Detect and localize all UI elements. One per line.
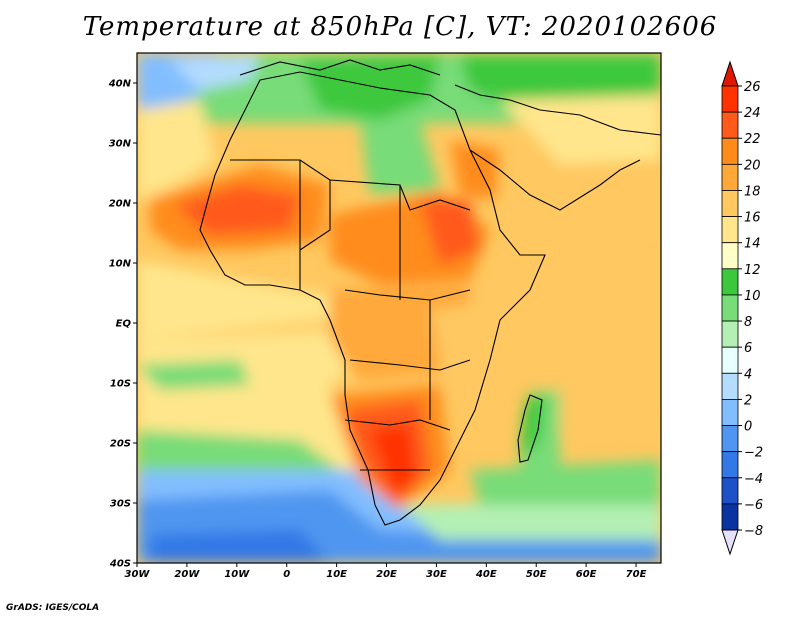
colorbar-segment bbox=[721, 294, 739, 322]
colorbar-segment bbox=[721, 216, 739, 244]
colorbar-label: −2 bbox=[744, 446, 763, 461]
lat-tick-label: 40N bbox=[108, 79, 132, 90]
colorbar-segment bbox=[721, 372, 739, 400]
colorbar-label: 20 bbox=[744, 158, 761, 173]
lon-tick-label: 30E bbox=[426, 569, 447, 580]
lon-tick-label: 20W bbox=[174, 569, 200, 580]
longitude-axis: 30W 20W 10W 0 10E 20E 30E 40E 50E 60E 70E bbox=[125, 563, 647, 580]
lon-tick-label: 40E bbox=[475, 569, 497, 580]
coastlines bbox=[199, 59, 661, 526]
colorbar-bottom-arrow bbox=[721, 529, 739, 556]
colorbar-label: 16 bbox=[744, 211, 761, 226]
colorbar-segment bbox=[721, 503, 739, 531]
lat-tick-label: 20S bbox=[110, 439, 131, 450]
colorbar-segment bbox=[721, 451, 739, 479]
lat-tick-label: 20N bbox=[109, 199, 132, 210]
colorbar-label: 0 bbox=[744, 420, 752, 435]
lon-tick-label: 50E bbox=[526, 569, 547, 580]
plot-frame bbox=[136, 52, 662, 564]
colorbar-label: 12 bbox=[744, 263, 761, 278]
colorbar-segment bbox=[721, 399, 739, 426]
colorbar-label: 18 bbox=[744, 184, 761, 199]
lon-tick-label: 10E bbox=[326, 569, 347, 580]
colorbar-segment bbox=[721, 242, 739, 270]
colorbar-segment bbox=[721, 163, 739, 191]
colorbar-label: −4 bbox=[744, 472, 763, 487]
lat-tick-label: 30S bbox=[110, 499, 131, 510]
lon-tick-label: 30W bbox=[125, 569, 151, 580]
colorbar-label: −8 bbox=[744, 524, 763, 539]
lon-tick-label: 60E bbox=[576, 569, 597, 580]
colorbar-label: 2 bbox=[744, 393, 752, 408]
colorbar-segment bbox=[721, 190, 739, 217]
colorbar-segment bbox=[721, 137, 739, 165]
colorbar-label: 24 bbox=[744, 106, 761, 121]
colorbar-segment bbox=[721, 477, 739, 505]
credit-text: GrADS: IGES/COLA bbox=[6, 603, 100, 613]
colorbar-label: 4 bbox=[744, 367, 752, 382]
lon-tick-label: 0 bbox=[283, 569, 290, 580]
colorbar-label: −6 bbox=[744, 498, 763, 513]
colorbar-segment bbox=[721, 111, 739, 139]
lon-tick-label: 10W bbox=[224, 569, 250, 580]
lon-tick-label: 20E bbox=[376, 569, 397, 580]
colorbar-label: 14 bbox=[744, 237, 761, 252]
lat-tick-label: 30N bbox=[109, 139, 132, 150]
colorbar-segment bbox=[721, 425, 739, 453]
colorbar-label: 8 bbox=[744, 315, 752, 330]
colorbar-segment bbox=[721, 268, 739, 296]
colorbar-label: 26 bbox=[744, 80, 761, 95]
colorbar-segment bbox=[721, 320, 739, 348]
lat-tick-label: EQ bbox=[116, 319, 132, 330]
colorbar-label: 22 bbox=[744, 132, 761, 147]
lat-tick-label: 40S bbox=[109, 559, 131, 570]
lat-tick-label: 10N bbox=[109, 259, 132, 270]
latitude-axis: 40N 30N 20N 10N EQ 10S 20S 30S 40S bbox=[108, 79, 137, 570]
colorbar-top-arrow bbox=[721, 60, 739, 87]
lat-tick-label: 10S bbox=[110, 379, 131, 390]
colorbar-label: 6 bbox=[744, 341, 752, 356]
colorbar-segment bbox=[721, 346, 739, 374]
colorbar-label: 10 bbox=[744, 289, 761, 304]
lon-tick-label: 70E bbox=[626, 569, 647, 580]
temperature-field bbox=[137, 53, 661, 563]
colorbar-segment bbox=[721, 85, 739, 113]
map-title: Temperature at 850hPa [C], VT: 202010260… bbox=[82, 12, 718, 42]
